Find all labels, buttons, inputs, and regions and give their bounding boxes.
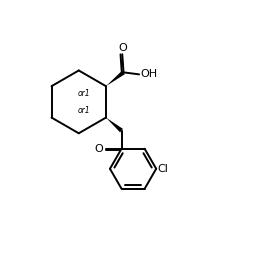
Polygon shape <box>106 71 125 86</box>
Text: OH: OH <box>140 69 157 79</box>
Text: or1: or1 <box>77 106 90 115</box>
Text: O: O <box>95 144 103 154</box>
Text: O: O <box>118 42 127 53</box>
Text: or1: or1 <box>77 89 90 98</box>
Polygon shape <box>106 118 123 132</box>
Text: Cl: Cl <box>158 164 168 174</box>
